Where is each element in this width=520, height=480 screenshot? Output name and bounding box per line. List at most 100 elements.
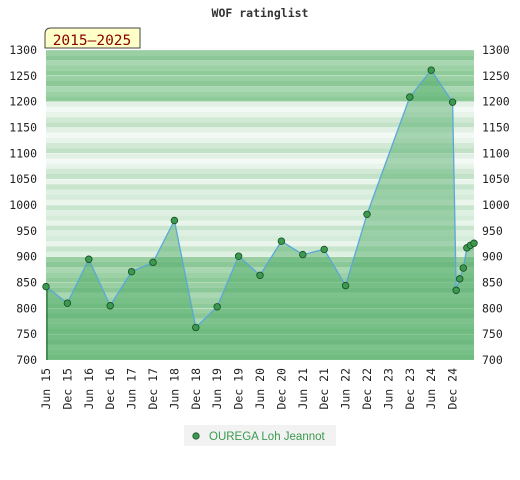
grid-band [46, 205, 474, 211]
y-tick-label-left: 1250 [9, 69, 37, 83]
data-point [456, 275, 464, 283]
x-tick-label: Dec 15 [60, 368, 74, 410]
x-tick-label: Dec 18 [189, 368, 203, 410]
grid-band [46, 236, 474, 242]
grid-band [46, 215, 474, 221]
x-tick-label: Jun 24 [424, 368, 438, 410]
grid-band [46, 86, 474, 92]
grid-band [46, 256, 474, 262]
grid-band [46, 303, 474, 309]
y-tick-label-right: 700 [482, 353, 503, 367]
grid-band [46, 292, 474, 298]
data-points [42, 66, 478, 332]
y-tick-label-left: 1200 [9, 95, 37, 109]
grid-band [46, 241, 474, 247]
grid-band [46, 225, 474, 231]
background-bands [46, 49, 474, 361]
y-tick-label-right: 750 [482, 327, 503, 341]
y-tick-label-right: 900 [482, 250, 503, 264]
x-tick-label: Dec 21 [317, 368, 331, 410]
data-point [363, 210, 371, 218]
grid-band [46, 143, 474, 149]
period-badge: 2015–2025 [44, 27, 141, 49]
y-axis-left: 700 750 800 850 900 950 1000 1050 1100 1150 1200 12… [9, 43, 37, 367]
y-tick-label-left: 1150 [9, 121, 37, 135]
data-point [63, 299, 72, 307]
y-tick-label-right: 800 [482, 301, 503, 315]
grid-band [46, 127, 474, 133]
grid-band [46, 96, 474, 102]
grid-band [46, 199, 474, 205]
data-point [470, 239, 478, 247]
grid-band [46, 179, 474, 185]
data-point [427, 66, 435, 74]
grid-band [46, 344, 474, 350]
x-tick-label: Dec 24 [446, 368, 460, 410]
grid-band [46, 298, 474, 304]
grid-band [46, 50, 474, 56]
y-tick-label-right: 1150 [482, 121, 510, 135]
x-tick-label: Jun 17 [125, 368, 139, 410]
grid-band [46, 81, 474, 87]
data-point [341, 281, 350, 290]
grid-band [46, 318, 474, 324]
grid-band [46, 339, 474, 345]
y-tick-label-left: 1300 [9, 43, 37, 57]
grid-band [46, 210, 474, 216]
grid-band [46, 267, 474, 273]
y-tick-label-left: 700 [16, 353, 37, 367]
data-point [448, 98, 457, 106]
grid-band [46, 106, 474, 112]
data-point [299, 250, 307, 259]
x-axis: Jun 15 Dec 15 Jun 16 Dec 16 Jun 17 Dec 17 Jun … [39, 368, 460, 410]
grid-band [46, 55, 474, 61]
x-tick-label: Jun 23 [381, 368, 395, 410]
grid-band [46, 70, 474, 76]
x-tick-label: Jun 20 [253, 368, 267, 410]
grid-band [46, 334, 474, 340]
y-tick-label-right: 1300 [482, 43, 510, 57]
data-point [149, 258, 157, 267]
grid-band [46, 313, 474, 319]
data-point [192, 323, 200, 332]
grid-band [46, 308, 474, 314]
y-tick-label-left: 1000 [9, 198, 37, 212]
grid-band [46, 153, 474, 159]
legend-marker [192, 432, 200, 440]
grid-band [46, 112, 474, 118]
y-tick-label-left: 1100 [9, 146, 37, 160]
y-tick-label-left: 1050 [9, 172, 37, 186]
x-tick-label: Jun 22 [339, 368, 353, 410]
y-tick-label-left: 800 [16, 301, 37, 315]
grid-band [46, 60, 474, 66]
grid-band [46, 194, 474, 200]
grid-band [46, 349, 474, 355]
grid-band [46, 75, 474, 81]
y-tick-label-right: 850 [482, 276, 503, 290]
x-tick-label: Dec 22 [360, 368, 374, 410]
rating-area-fill [46, 70, 474, 361]
grid-band [46, 65, 474, 71]
grid-band [46, 246, 474, 252]
y-tick-label-right: 1200 [482, 95, 510, 109]
data-point [406, 93, 414, 101]
grid-band [46, 137, 474, 143]
data-point [459, 264, 467, 272]
grid-band [46, 230, 474, 236]
x-tick-label: Dec 17 [146, 368, 160, 410]
grid-band [46, 168, 474, 174]
y-tick-label-right: 1250 [482, 69, 510, 83]
legend-box [184, 425, 336, 446]
data-point [127, 267, 136, 276]
data-point [256, 271, 264, 279]
y-tick-label-right: 1050 [482, 172, 510, 186]
y-tick-label-left: 900 [16, 250, 37, 264]
y-tick-label-right: 1100 [482, 146, 510, 160]
data-point [277, 237, 286, 245]
grid-band [46, 117, 474, 123]
grid-band [46, 163, 474, 169]
y-tick-label-right: 950 [482, 224, 503, 238]
data-point [320, 245, 328, 254]
grid-band [46, 174, 474, 180]
